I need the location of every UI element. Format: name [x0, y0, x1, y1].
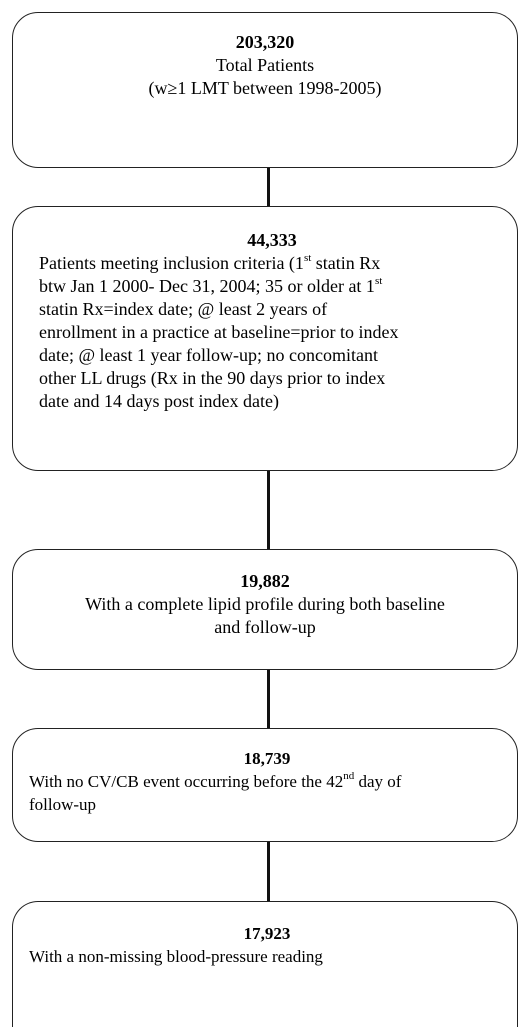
text-line: enrollment in a practice at baseline=pri…: [39, 321, 505, 344]
text-run: With a complete lipid profile during bot…: [85, 594, 445, 614]
superscript: st: [303, 252, 312, 264]
connector: [267, 670, 270, 728]
flow-box: 19,882 With a complete lipid profile dur…: [12, 549, 518, 670]
text-run: btw Jan 1 2000- Dec 31, 2004; 35 or olde…: [39, 276, 375, 296]
text-line: With a non-missing blood-pressure readin…: [29, 945, 505, 968]
text-line: (w≥1 LMT between 1998-2005): [25, 77, 505, 100]
text-line: statin Rx=index date; @ least 2 years of: [39, 298, 505, 321]
text-line: With a complete lipid profile during bot…: [25, 593, 505, 616]
flow-box: 44,333 Patients meeting inclusion criter…: [12, 206, 518, 471]
text-run: date; @ least 1 year follow-up; no conco…: [39, 345, 378, 365]
patient-count: 17,923: [243, 924, 291, 943]
text-line: Patients meeting inclusion criteria (1st…: [39, 252, 505, 275]
patient-count: 44,333: [247, 230, 297, 250]
text-line: btw Jan 1 2000- Dec 31, 2004; 35 or olde…: [39, 275, 505, 298]
connector: [267, 471, 270, 549]
text-line: follow-up: [29, 793, 505, 816]
text-run: Patients meeting inclusion criteria (1: [39, 253, 304, 273]
flow-box: 18,739 With no CV/CB event occurring bef…: [12, 728, 518, 842]
patient-count: 19,882: [240, 571, 290, 591]
text-run: (w≥1 LMT between 1998-2005): [148, 78, 382, 98]
text-line: date; @ least 1 year follow-up; no conco…: [39, 344, 505, 367]
text-run: day of: [354, 772, 402, 791]
text-line: and follow-up: [25, 616, 505, 639]
text-run: other LL drugs (Rx in the 90 days prior …: [39, 368, 386, 388]
text-line: other LL drugs (Rx in the 90 days prior …: [39, 367, 505, 390]
box-text: Patients meeting inclusion criteria (1st…: [39, 252, 505, 413]
text-run: With a non-missing blood-pressure readin…: [29, 947, 323, 966]
text-run: Total Patients: [215, 55, 315, 75]
box-text: With a non-missing blood-pressure readin…: [29, 945, 505, 968]
text-line: With no CV/CB event occurring before the…: [29, 770, 505, 793]
superscript: nd: [343, 770, 355, 782]
connector: [267, 842, 270, 901]
text-line: date and 14 days post index date): [39, 390, 505, 413]
patient-count: 203,320: [235, 32, 295, 52]
connector: [267, 168, 270, 206]
flow-box: 203,320 Total Patients (w≥1 LMT between 1…: [12, 12, 518, 168]
text-line: Total Patients: [25, 54, 505, 77]
text-run: statin Rx: [311, 253, 381, 273]
text-run: statin Rx=index date; @ least 2 years of: [39, 299, 328, 319]
text-run: enrollment in a practice at baseline=pri…: [39, 322, 399, 342]
superscript: st: [374, 275, 383, 287]
box-text: Total Patients (w≥1 LMT between 1998-2005…: [25, 54, 505, 100]
patient-count: 18,739: [243, 749, 291, 768]
text-run: and follow-up: [214, 617, 316, 637]
box-text: With a complete lipid profile during bot…: [25, 593, 505, 639]
text-run: follow-up: [29, 795, 97, 814]
text-run: date and 14 days post index date): [39, 391, 279, 411]
text-run: With no CV/CB event occurring before the…: [29, 772, 344, 791]
flow-box: 17,923 With a non-missing blood-pressure…: [12, 901, 518, 1027]
box-text: With no CV/CB event occurring before the…: [29, 770, 505, 816]
